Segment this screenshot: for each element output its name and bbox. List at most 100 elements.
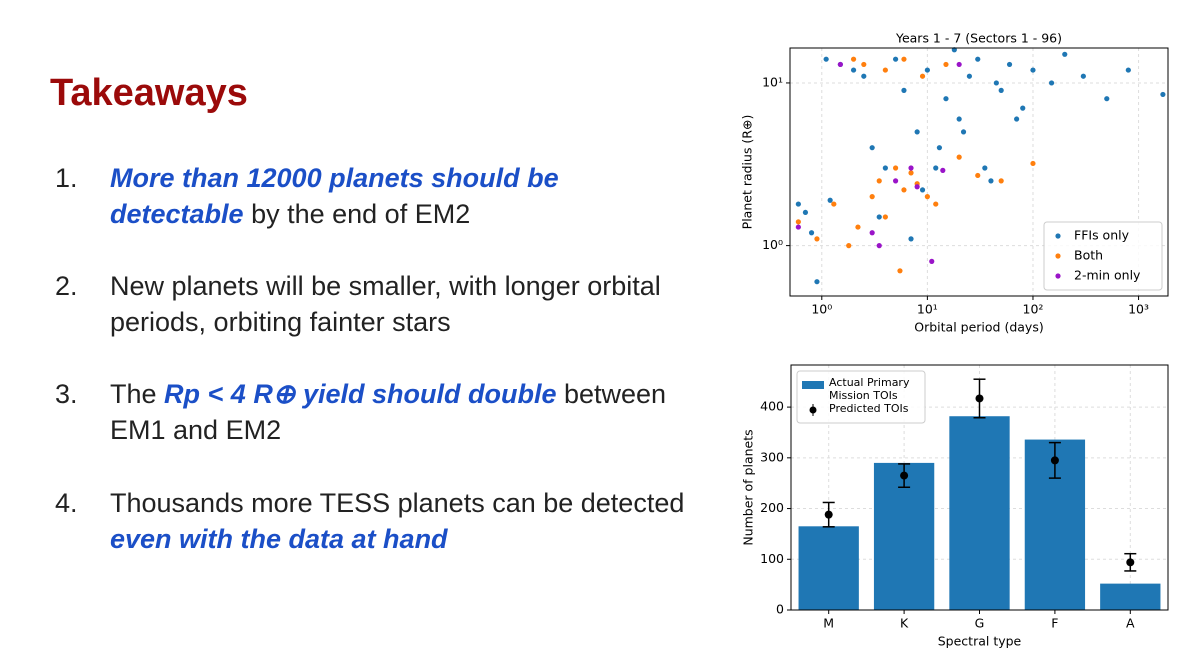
legend-label: Both	[1074, 248, 1103, 263]
scatter-point	[924, 194, 930, 200]
emphasis-text: More than 12000 planets should be detect…	[110, 163, 559, 229]
x-axis-label: Spectral type	[938, 634, 1022, 649]
y-tick-label: 300	[760, 449, 784, 464]
scatter-point	[837, 61, 843, 68]
scatter-point	[892, 178, 899, 184]
scatter-point	[1006, 61, 1013, 68]
axes-frame	[790, 364, 1169, 611]
scatter-point	[1125, 67, 1131, 73]
scatter-point	[1020, 105, 1026, 111]
scatter-point	[850, 67, 857, 73]
scatter-point	[914, 184, 920, 190]
scatter-point	[943, 96, 949, 102]
scatter-point	[919, 73, 926, 79]
scatter-point	[802, 209, 809, 216]
scatter-point	[808, 230, 815, 236]
legend-label: Predicted TOIs	[829, 402, 909, 415]
scatter-point	[882, 67, 888, 73]
scatter-point	[861, 73, 867, 79]
scatter-point	[998, 87, 1004, 93]
chart-title: Years 1 - 7 (Sectors 1 - 96)	[895, 31, 1062, 46]
item-text: Thousands more TESS planets can be detec…	[110, 485, 695, 557]
text: Thousands more TESS planets can be detec…	[110, 488, 685, 518]
x-tick-label: 10⁰	[811, 302, 832, 317]
legend-box	[1043, 221, 1163, 291]
scatter-point	[956, 116, 962, 122]
scatter-point	[901, 87, 907, 93]
list-item: 1. More than 12000 planets should be dete…	[55, 160, 695, 232]
scatter-point	[855, 224, 861, 230]
scatter-point	[892, 56, 899, 62]
item-number: 3.	[55, 379, 78, 409]
y-tick-label: 0	[776, 602, 784, 617]
scatter-point	[869, 230, 875, 236]
x-axis-label: Orbital period (days)	[914, 320, 1043, 335]
item-text: More than 12000 planets should be detect…	[110, 160, 695, 232]
predicted-point	[1050, 456, 1059, 465]
scatter-point	[876, 214, 882, 220]
y-axis-label: Number of planets	[741, 429, 756, 545]
scatter-point	[982, 165, 988, 171]
y-tick-label: 200	[760, 500, 784, 515]
item-text: New planets will be smaller, with longer…	[110, 268, 695, 340]
scatter-point	[956, 154, 962, 160]
scatter-point	[1160, 91, 1166, 98]
scatter-point	[919, 187, 926, 193]
x-tick-label: A	[1126, 616, 1135, 631]
x-tick-label: K	[900, 616, 909, 631]
scatter-point	[814, 279, 820, 285]
scatter-point	[1030, 160, 1036, 167]
scatter-point	[846, 243, 852, 249]
y-tick-label: 100	[760, 551, 784, 566]
item-number: 2.	[55, 271, 78, 301]
bar	[798, 526, 859, 610]
text: by the end of EM2	[251, 199, 471, 229]
text: New planets will be smaller, with longer…	[110, 271, 661, 337]
legend-marker	[809, 406, 817, 414]
item-text: The Rp < 4 R⊕ yield should double betwee…	[110, 376, 695, 448]
scatter-point	[975, 172, 981, 179]
scatter-point	[901, 187, 907, 193]
scatter-point	[975, 56, 981, 62]
axes-frame	[789, 47, 1169, 297]
x-tick-label: F	[1051, 616, 1058, 631]
legend-label-box: Predicted TOIs	[829, 402, 909, 415]
legend-label: 2-min only	[1074, 268, 1141, 283]
emphasis-text: Rp < 4 R⊕ yield should double	[164, 379, 557, 409]
plot-area	[795, 47, 1166, 285]
scatter-point	[795, 201, 801, 207]
scatter-point	[876, 178, 882, 184]
scatter-point	[882, 214, 888, 220]
scatter-point	[876, 243, 882, 249]
x-tick-label: M	[823, 616, 834, 631]
scatter-point	[956, 61, 962, 68]
legend-label: FFIs only	[1074, 228, 1130, 243]
scatter-point	[924, 67, 930, 73]
scatter-point	[936, 145, 943, 151]
scatter-point	[1104, 96, 1110, 102]
scatter-point	[827, 197, 833, 203]
scatter-point	[897, 268, 903, 274]
legend-label-box: Actual Primary Mission TOIs	[829, 376, 909, 402]
legend-marker	[1055, 273, 1061, 279]
scatter-point	[998, 178, 1004, 184]
scatter-point	[943, 61, 949, 68]
scatter-point	[933, 165, 939, 171]
predicted-point	[824, 510, 833, 519]
scatter-point	[914, 129, 920, 135]
legend-box	[796, 370, 926, 424]
scatter-point	[795, 224, 801, 230]
scatter-point	[901, 56, 907, 62]
scatter-point	[960, 129, 967, 135]
y-axis-label: Planet radius (R⊕)	[740, 115, 755, 230]
text: The	[110, 379, 157, 409]
scatter-point	[814, 236, 820, 242]
scatter-point	[929, 258, 935, 264]
scatter-point	[823, 56, 829, 62]
scatter-point	[1080, 73, 1086, 79]
slide-title: Takeaways	[50, 72, 248, 114]
scatter-point	[795, 219, 801, 225]
scatter-point	[882, 165, 888, 171]
